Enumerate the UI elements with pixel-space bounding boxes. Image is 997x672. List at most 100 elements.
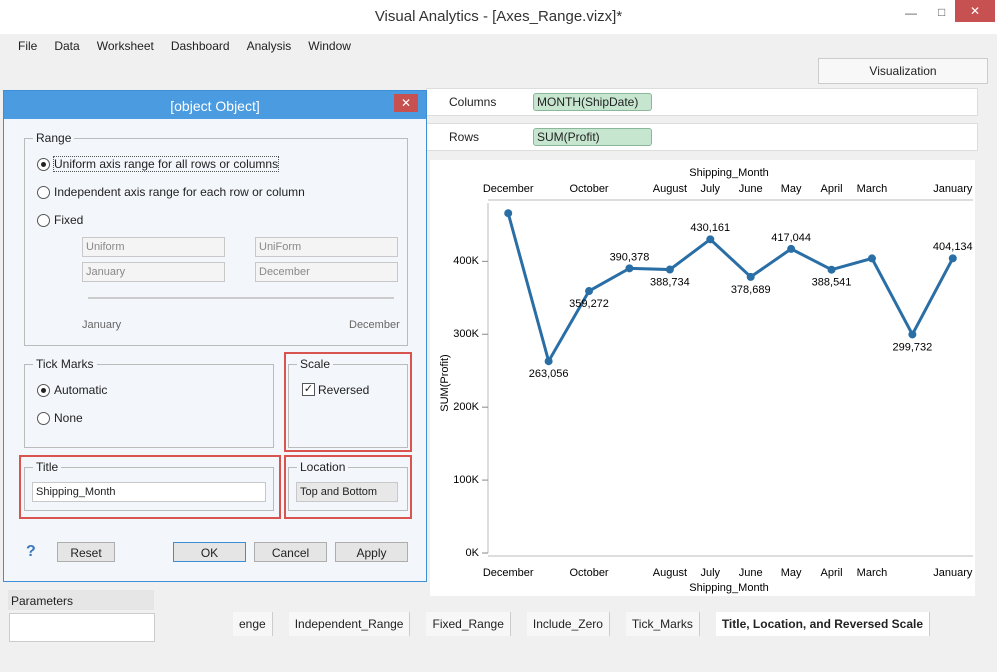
slider-label: December (349, 319, 400, 331)
x-tick-label: January (933, 567, 973, 579)
title-bar: Visual Analytics - [Axes_Range.vizx]* — … (0, 0, 997, 34)
sheet-tab[interactable]: Tick_Marks (625, 612, 700, 636)
checkbox-label: Reversed (318, 383, 370, 397)
scale-group: Scale (288, 357, 408, 448)
radio[interactable] (37, 412, 50, 425)
x-tick-label: April (821, 183, 843, 195)
x-tick-label: May (781, 567, 802, 579)
x-tick-label: March (857, 183, 888, 195)
x-tick-label: March (857, 567, 888, 579)
value-label: 417,044 (771, 232, 811, 244)
group-label: Tick Marks (33, 357, 97, 371)
x-tick-label: April (821, 567, 843, 579)
edit-axis-dialog: [object Object] ✕ Range Uniform axis ran… (3, 90, 427, 582)
help[interactable]: ? (26, 543, 36, 560)
y-tick-label: 300K (453, 328, 479, 340)
x-axis-title: Shipping_Month (689, 582, 769, 594)
group-label: Location (297, 460, 349, 474)
x-tick-label: December (483, 567, 534, 579)
menu-item[interactable]: Analysis (246, 39, 292, 53)
select[interactable]: Uniform (82, 237, 225, 257)
x-tick-label: June (739, 567, 763, 579)
select[interactable]: UniForm (255, 237, 398, 257)
highlight (284, 352, 412, 452)
x-tick-label: October (569, 567, 608, 579)
radio[interactable] (37, 186, 50, 199)
y-tick-label: 400K (453, 255, 479, 267)
point (827, 265, 836, 274)
x-tick-label: January (933, 183, 973, 195)
menu-item[interactable]: File (18, 39, 38, 53)
input[interactable]: January (82, 262, 225, 282)
radio-label: Uniform axis range for all rows or colum… (52, 156, 280, 172)
dialog-title: [object Object] (170, 98, 260, 114)
group-label: Range (33, 131, 75, 145)
slider[interactable] (88, 297, 394, 299)
visualization-tab[interactable]: Visualization (818, 58, 988, 84)
value-label: 378,689 (731, 284, 771, 296)
ok-button[interactable]: OK (173, 542, 246, 562)
x-tick-label: August (653, 183, 687, 195)
shelf-label: Columns (449, 95, 497, 109)
cancel-button[interactable]: Cancel (254, 542, 327, 562)
reset-button[interactable]: Reset (57, 542, 115, 562)
tick-marks-group: Tick Marks (24, 357, 274, 448)
line (506, 212, 955, 366)
checkbox[interactable]: ✓ (302, 383, 315, 396)
sheet-tab[interactable]: Independent_Range (288, 612, 411, 636)
x-axis-title: Shipping_Month (689, 167, 769, 179)
highlight (19, 455, 281, 519)
point (625, 264, 634, 273)
radio-label: None (54, 411, 83, 425)
sheet-tab[interactable]: Include_Zero (526, 612, 610, 636)
sheet-tab[interactable]: Fixed_Range (426, 612, 511, 636)
x-tick-label: December (483, 183, 534, 195)
highlight (284, 455, 412, 519)
radio[interactable] (37, 384, 50, 397)
point (867, 254, 876, 263)
rows-shelf: Rows SUM(Profit) (426, 123, 978, 151)
point (504, 209, 513, 218)
pill[interactable]: SUM(Profit) (533, 128, 652, 146)
range-group: Range (24, 131, 408, 346)
pill[interactable]: MONTH(ShipDate) (533, 93, 652, 111)
radio-label: Automatic (54, 383, 108, 397)
point (706, 235, 715, 244)
value-label: 430,161 (690, 222, 730, 234)
maximize[interactable]: □ (938, 5, 946, 19)
group-label: Scale (297, 357, 334, 371)
radio-label: Fixed (54, 213, 84, 227)
y-tick-label: 0K (466, 547, 480, 559)
menu-item[interactable]: Worksheet (96, 39, 154, 53)
radio[interactable] (37, 158, 50, 171)
sheet-tab[interactable]: enge (233, 612, 273, 636)
chart-pane (430, 160, 975, 596)
location-select[interactable]: Top and Bottom (296, 482, 398, 502)
window-title: Visual Analytics - [Axes_Range.vizx]* (374, 8, 623, 25)
menu-item[interactable]: Dashboard (170, 39, 230, 53)
value-label: 390,378 (610, 251, 650, 263)
dialog-close[interactable]: ✕ (394, 94, 418, 112)
radio[interactable] (37, 214, 50, 227)
input[interactable]: December (255, 262, 398, 282)
minimize[interactable]: — (905, 6, 917, 20)
value-label: 388,734 (650, 276, 690, 288)
menu-item[interactable]: Data (54, 39, 80, 53)
point (544, 357, 553, 366)
point (746, 272, 755, 281)
point (908, 330, 917, 339)
menu-item[interactable]: Window (308, 39, 351, 53)
close[interactable]: ✕ (955, 0, 995, 22)
columns-shelf: Columns MONTH(ShipDate) (426, 88, 978, 116)
value-label: 404,134 (933, 241, 973, 253)
group-label: Title (33, 460, 62, 474)
title-input[interactable]: Shipping_Month (32, 482, 266, 502)
value-label: 359,272 (569, 298, 609, 310)
point (665, 265, 674, 274)
parameters-header: Parameters (8, 590, 154, 610)
apply-button[interactable]: Apply (335, 542, 408, 562)
y-tick-label: 100K (453, 474, 479, 486)
value-label: 263,056 (529, 368, 569, 380)
sheet-tab[interactable]: Title, Location, and Reversed Scale (715, 612, 930, 636)
